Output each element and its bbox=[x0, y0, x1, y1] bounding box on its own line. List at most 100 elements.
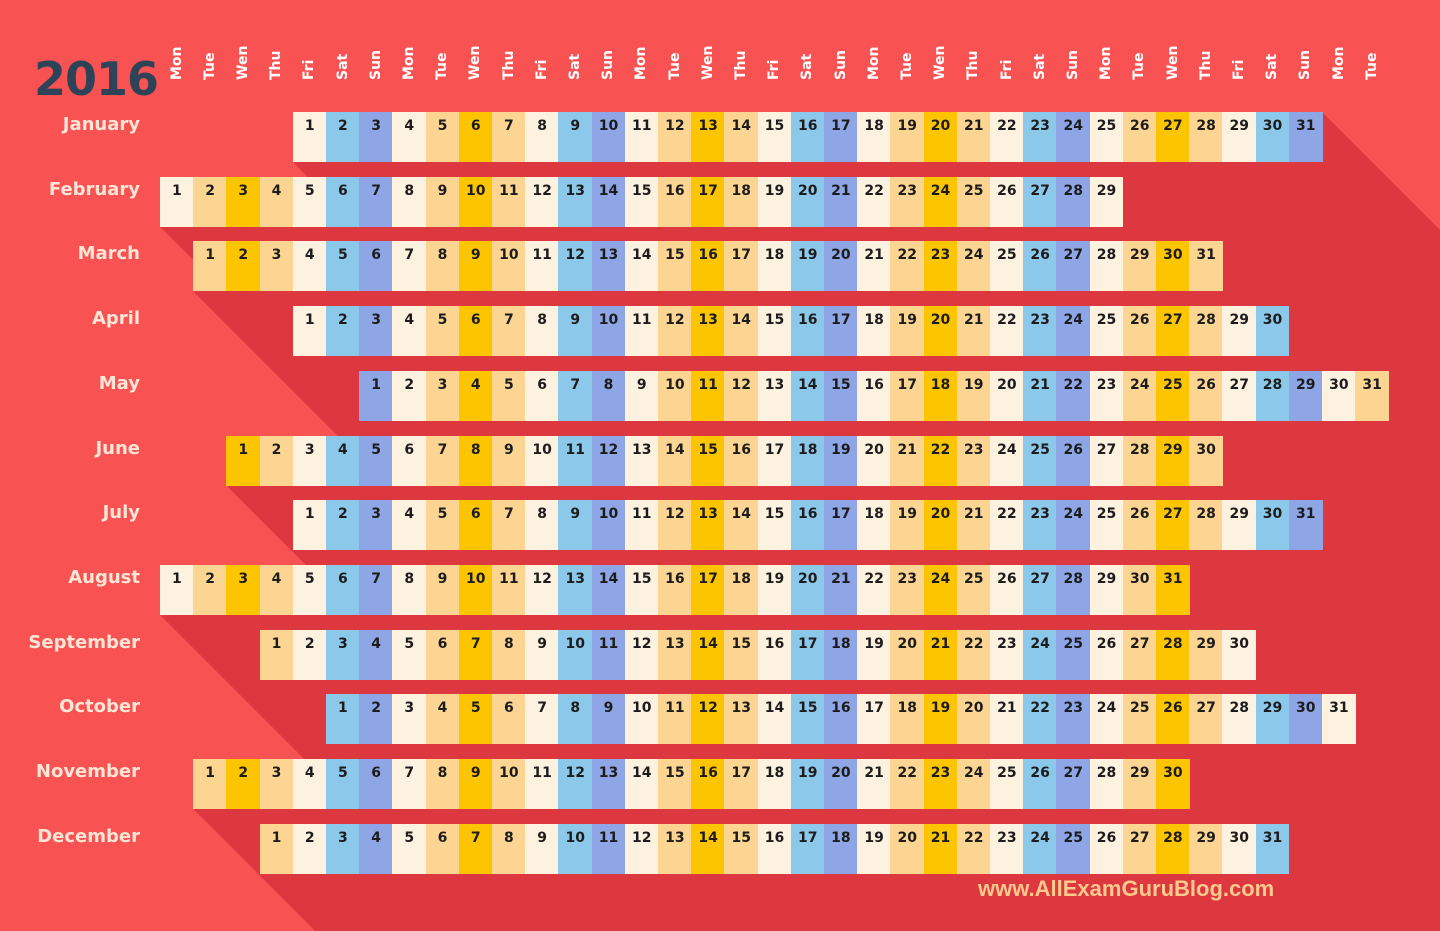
day-cell: 26 bbox=[1089, 823, 1124, 874]
day-cell: 7 bbox=[558, 370, 593, 421]
day-cell: 21 bbox=[956, 112, 991, 162]
day-cell: 16 bbox=[824, 694, 858, 745]
day-cell: 8 bbox=[392, 176, 427, 227]
day-cell: 7 bbox=[492, 500, 526, 551]
day-cell: 15 bbox=[757, 112, 792, 162]
day-cell: 24 bbox=[1056, 500, 1091, 551]
day-cell: 1 bbox=[292, 306, 327, 357]
day-cell: 20 bbox=[890, 823, 925, 874]
day-cell: 7 bbox=[492, 112, 526, 162]
day-cell: 27 bbox=[1089, 435, 1124, 486]
day-cell: 8 bbox=[525, 500, 559, 551]
day-cell: 12 bbox=[724, 370, 759, 421]
day-cell: 3 bbox=[359, 112, 393, 162]
day-cell: 18 bbox=[857, 112, 891, 162]
day-cell: 28 bbox=[1189, 112, 1223, 162]
day-cell: 1 bbox=[160, 176, 194, 227]
month-label: June bbox=[95, 437, 140, 459]
day-cell: 17 bbox=[691, 564, 725, 615]
day-cell: 16 bbox=[790, 112, 825, 162]
day-cell: 4 bbox=[458, 370, 493, 421]
day-cell: 3 bbox=[425, 370, 460, 421]
day-cell: 24 bbox=[956, 759, 991, 809]
day-cell: 30 bbox=[1255, 306, 1290, 357]
weekday-header-label: Sun bbox=[832, 49, 849, 80]
day-cell: 18 bbox=[824, 823, 858, 874]
day-cell: 21 bbox=[1023, 370, 1057, 421]
day-cell: 9 bbox=[525, 629, 559, 680]
weekday-header-label: Mon bbox=[1330, 46, 1347, 80]
day-cell: 1 bbox=[160, 564, 194, 615]
day-cell: 7 bbox=[425, 435, 460, 486]
day-cell: 23 bbox=[923, 241, 958, 292]
weekday-header-label: Sat bbox=[799, 53, 816, 80]
weekday-header-label: Mon bbox=[168, 46, 185, 80]
day-cell: 30 bbox=[1255, 500, 1290, 551]
day-cell: 31 bbox=[1288, 112, 1323, 162]
day-cell: 4 bbox=[259, 564, 294, 615]
day-cell: 7 bbox=[458, 629, 493, 680]
day-cell: 27 bbox=[1122, 629, 1157, 680]
day-cell: 13 bbox=[624, 435, 659, 486]
day-cell: 26 bbox=[1189, 370, 1223, 421]
day-cell: 1 bbox=[259, 629, 294, 680]
day-cell: 10 bbox=[591, 112, 626, 162]
day-cell: 4 bbox=[392, 500, 427, 551]
day-cell: 10 bbox=[458, 176, 493, 227]
weekday-header-label: Wen bbox=[467, 45, 484, 80]
day-cell: 6 bbox=[458, 306, 493, 357]
day-cell: 17 bbox=[857, 694, 891, 745]
day-cell: 1 bbox=[292, 112, 327, 162]
day-cell: 23 bbox=[1089, 370, 1124, 421]
year-title: 2016 bbox=[34, 52, 159, 106]
day-cell: 31 bbox=[1322, 694, 1356, 745]
day-cell: 10 bbox=[591, 500, 626, 551]
day-cell: 6 bbox=[425, 629, 460, 680]
day-cell: 19 bbox=[857, 629, 891, 680]
day-cell: 28 bbox=[1189, 500, 1223, 551]
day-cell: 20 bbox=[890, 629, 925, 680]
weekday-header-label: Sat bbox=[567, 53, 583, 80]
day-cell: 9 bbox=[558, 112, 593, 162]
day-cell: 3 bbox=[292, 435, 327, 486]
day-cell: 7 bbox=[525, 694, 559, 745]
day-cell: 13 bbox=[558, 176, 593, 227]
day-cell: 11 bbox=[691, 370, 725, 421]
day-cell: 31 bbox=[1288, 500, 1323, 551]
day-cell: 18 bbox=[724, 176, 759, 227]
day-cell: 24 bbox=[1056, 112, 1091, 162]
day-cell: 2 bbox=[193, 564, 227, 615]
day-cell: 16 bbox=[658, 176, 692, 227]
day-cell: 21 bbox=[956, 306, 991, 357]
day-cell: 18 bbox=[724, 564, 759, 615]
day-cell: 18 bbox=[923, 370, 958, 421]
day-cell: 29 bbox=[1189, 629, 1223, 680]
day-cell: 6 bbox=[359, 241, 393, 292]
day-cell: 13 bbox=[691, 306, 725, 357]
day-cell: 22 bbox=[990, 306, 1024, 357]
day-cell: 25 bbox=[1122, 694, 1157, 745]
day-cell: 20 bbox=[824, 759, 858, 809]
day-cell: 26 bbox=[1056, 435, 1091, 486]
day-cell: 21 bbox=[923, 629, 958, 680]
weekday-header-label: Sun bbox=[1065, 49, 1081, 80]
day-cell: 26 bbox=[1156, 694, 1190, 745]
weekday-header-label: Sat bbox=[334, 53, 351, 80]
day-cell: 26 bbox=[1122, 306, 1157, 357]
day-cell: 4 bbox=[392, 112, 427, 162]
day-cell: 30 bbox=[1156, 759, 1190, 809]
day-cell: 10 bbox=[458, 564, 493, 615]
weekday-header-label: Thu bbox=[1197, 50, 1214, 80]
day-cell: 4 bbox=[292, 759, 327, 809]
day-cell: 22 bbox=[890, 759, 925, 809]
day-cell: 1 bbox=[326, 694, 360, 745]
weekday-header-label: Tue bbox=[1131, 52, 1148, 80]
day-cell: 22 bbox=[990, 500, 1024, 551]
day-cell: 11 bbox=[558, 435, 593, 486]
day-cell: 31 bbox=[1255, 823, 1290, 874]
day-cell: 12 bbox=[525, 564, 559, 615]
weekday-header-label: Tue bbox=[201, 52, 218, 80]
day-cell: 17 bbox=[724, 759, 759, 809]
day-cell: 19 bbox=[890, 306, 925, 357]
day-cell: 30 bbox=[1156, 241, 1190, 292]
